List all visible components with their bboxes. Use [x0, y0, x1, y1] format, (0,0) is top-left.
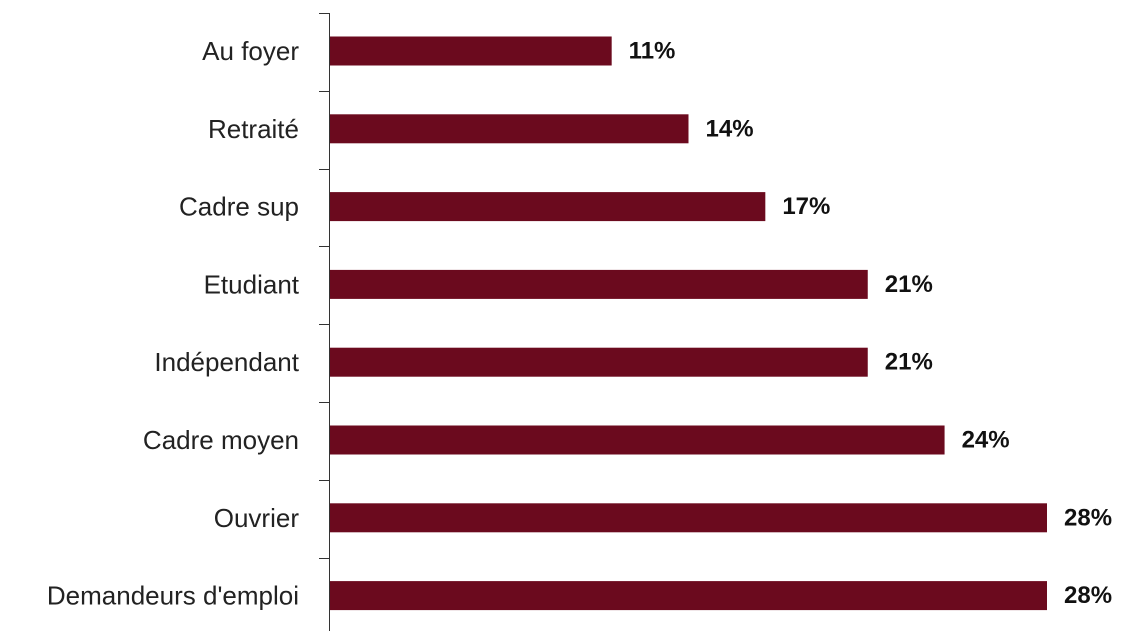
- data-label: 17%: [782, 193, 830, 220]
- data-label: 11%: [629, 38, 676, 65]
- category-labels: Au foyer Retraité Cadre sup Etudiant Indépen…: [47, 36, 300, 611]
- category-label: Etudiant: [204, 269, 300, 299]
- data-label: 24%: [962, 427, 1010, 454]
- bar-6: [330, 425, 945, 455]
- bar-7: [330, 503, 1047, 533]
- category-label: Ouvrier: [214, 503, 300, 533]
- data-labels: 11% 14% 17% 21% 21% 24% 28% 28%: [629, 38, 1112, 610]
- category-axis: [319, 13, 330, 631]
- bar-5: [330, 347, 868, 377]
- data-label: 21%: [885, 349, 933, 376]
- category-label: Au foyer: [202, 36, 299, 66]
- data-label: 28%: [1064, 504, 1112, 531]
- category-label: Indépendant: [154, 347, 299, 377]
- bar-3: [330, 192, 766, 222]
- bar-2: [330, 114, 689, 144]
- data-label: 21%: [885, 271, 933, 298]
- bars: [330, 36, 1047, 611]
- data-label: 28%: [1064, 582, 1112, 609]
- category-label: Retraité: [208, 114, 299, 144]
- data-label: 14%: [706, 115, 754, 142]
- category-label: Cadre sup: [179, 192, 299, 222]
- category-label: Cadre moyen: [143, 425, 299, 455]
- category-label: Demandeurs d'emploi: [47, 581, 299, 611]
- bar-1: [330, 36, 612, 66]
- bar-8: [330, 581, 1047, 611]
- bar-4: [330, 269, 868, 299]
